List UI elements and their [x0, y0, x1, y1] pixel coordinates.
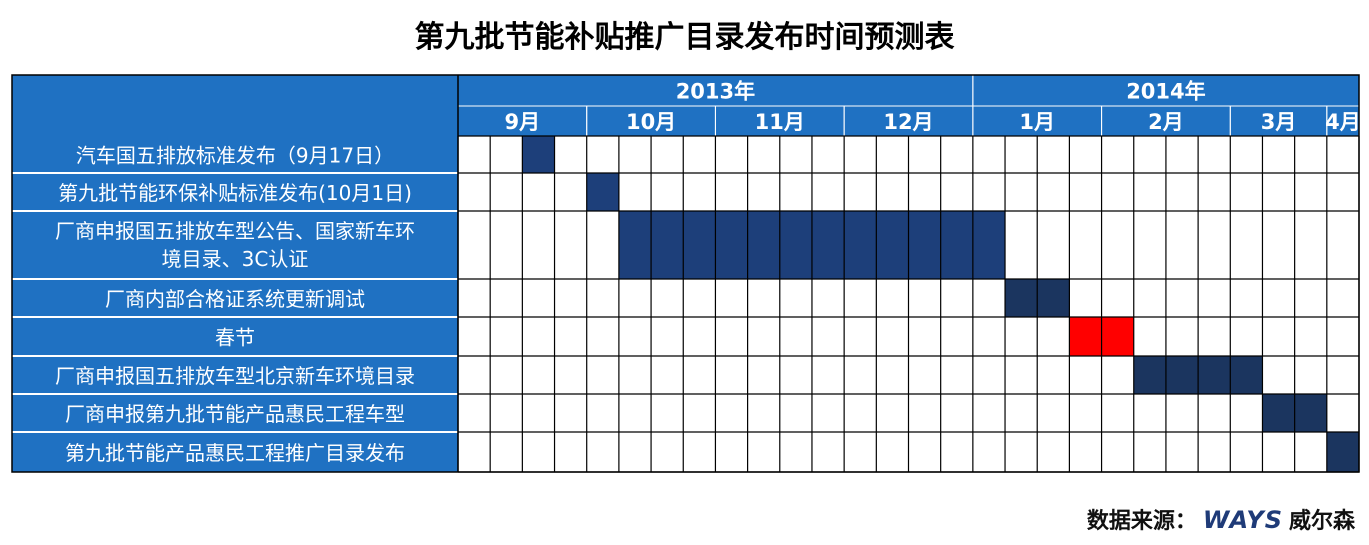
task-label: 春节	[215, 326, 255, 350]
task-label: 厂商内部合格证系统更新调试	[105, 287, 365, 311]
data-source: 数据来源： WAYS 威尔森	[1087, 503, 1355, 535]
task-column-background	[12, 136, 458, 472]
table-border	[11, 74, 1360, 473]
ways-logo: WAYS	[1202, 506, 1283, 534]
month-label: 2月	[1148, 110, 1184, 134]
year-label: 2013年	[676, 80, 755, 104]
gantt-bar	[522, 136, 555, 173]
task-label: 厂商申报国五排放车型公告、国家新车环	[55, 219, 415, 243]
month-label: 11月	[755, 110, 805, 134]
month-label: 1月	[1019, 110, 1055, 134]
task-label: 厂商申报第九批节能产品惠民工程车型	[65, 402, 405, 426]
month-label: 4月	[1325, 110, 1361, 134]
gantt-bar	[586, 173, 619, 211]
task-label: 第九批节能环保补贴标准发布(10月1日)	[58, 181, 412, 205]
month-label: 9月	[505, 110, 541, 134]
source-label: 数据来源：	[1086, 509, 1197, 534]
chart-title: 第九批节能补贴推广目录发布时间预测表	[414, 20, 955, 55]
gantt-bar	[1326, 432, 1359, 472]
month-label: 12月	[883, 110, 933, 134]
year-label: 2014年	[1126, 80, 1205, 104]
task-label: 境目录、3C认证	[162, 247, 309, 271]
task-label: 厂商申报国五排放车型北京新车环境目录	[55, 364, 415, 388]
task-label: 第九批节能产品惠民工程推广目录发布	[65, 441, 405, 465]
month-label: 3月	[1261, 110, 1297, 134]
source-brand-cn: 威尔森	[1288, 509, 1355, 534]
month-label: 10月	[626, 110, 676, 134]
task-label: 汽车国五排放标准发布（9月17日）	[76, 144, 394, 168]
